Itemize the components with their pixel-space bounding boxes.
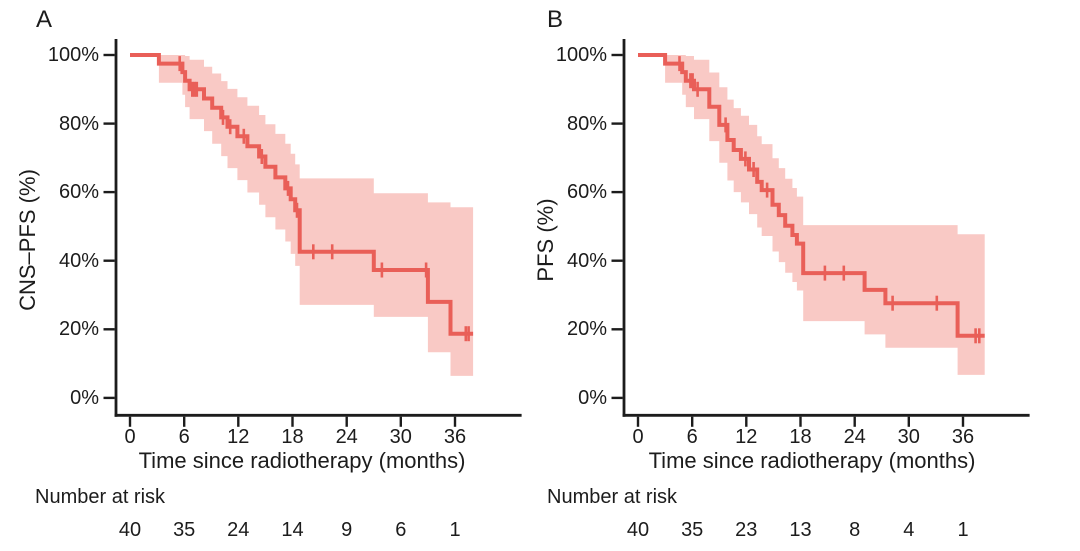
panel-b-x-axis-title: Time since radiotherapy (months) [648,448,976,473]
risk-count: 23 [735,519,758,541]
panel-a-plot [103,39,522,427]
x-tick-label: 18 [281,426,304,448]
risk-count: 6 [395,519,407,541]
panel-b-number-at-risk-label: Number at risk [547,486,678,508]
y-tick-label: 60% [58,181,99,204]
risk-count: 9 [341,519,353,541]
y-tick-label: 100% [47,44,99,66]
x-tick-label: 6 [686,426,698,448]
y-tick-label: 40% [566,249,607,272]
y-tick-label: 100% [555,44,607,66]
x-tick-label: 0 [632,426,644,448]
risk-count: 14 [281,519,304,541]
risk-count: 24 [227,519,250,541]
x-tick-label: 36 [443,426,467,448]
y-tick-label: 0% [70,386,99,409]
risk-count: 40 [118,519,142,541]
x-tick-label: 0 [124,426,136,448]
y-tick-label: 20% [566,318,607,341]
risk-count: 1 [449,519,461,541]
x-tick-label: 6 [178,426,190,448]
risk-count: 35 [173,519,196,541]
risk-count: 4 [903,519,915,541]
panel-a-number-at-risk-label: Number at risk [35,486,166,508]
risk-count: 1 [957,519,969,541]
panel-b-plot [611,39,1030,427]
risk-count: 40 [626,519,650,541]
x-tick-label: 30 [897,426,920,448]
x-tick-label: 36 [951,426,975,448]
y-tick-label: 80% [566,112,607,135]
x-tick-label: 12 [227,426,250,448]
y-tick-label: 80% [58,112,99,135]
panel-b-letter: B [547,6,564,33]
survival-curve [638,53,985,338]
panel-a-x-axis-title: Time since radiotherapy (months) [138,448,466,473]
x-tick-label: 24 [843,426,866,448]
x-tick-label: 12 [735,426,758,448]
panel-a-letter: A [36,6,53,33]
y-tick-label: 40% [58,249,99,272]
x-tick-label: 30 [389,426,412,448]
risk-count: 35 [681,519,704,541]
confidence-band [665,55,985,375]
risk-count: 13 [789,519,812,541]
x-tick-label: 24 [335,426,358,448]
confidence-band [158,55,474,376]
y-tick-label: 60% [566,181,607,204]
y-tick-label: 0% [578,386,607,409]
x-tick-label: 18 [789,426,812,448]
y-tick-label: 20% [58,318,99,341]
risk-count: 8 [849,519,861,541]
